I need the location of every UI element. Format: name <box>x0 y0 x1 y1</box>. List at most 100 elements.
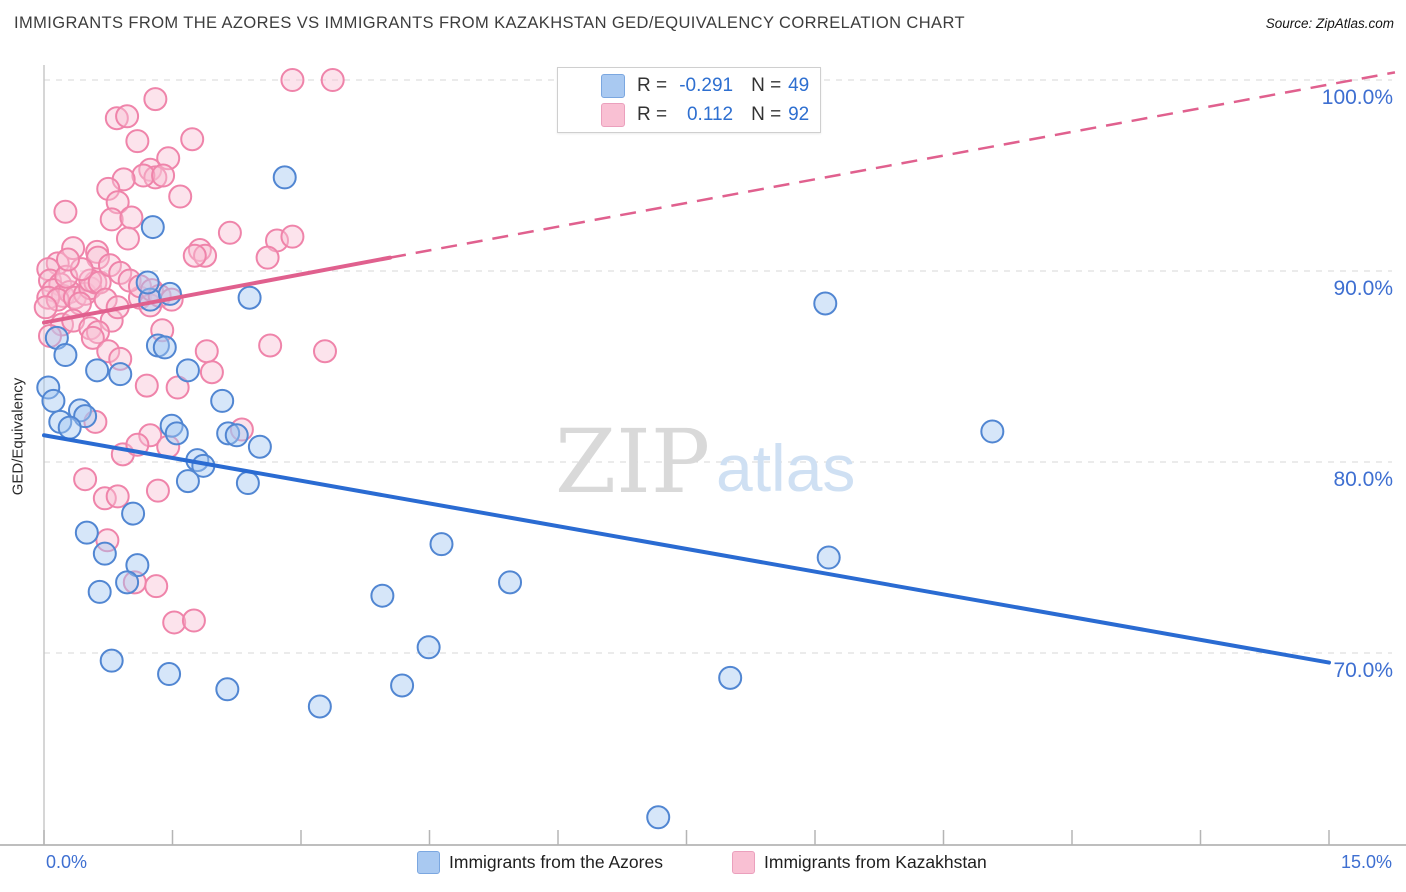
scatter-point-azores[interactable] <box>307 694 332 719</box>
azores-legend-swatch-icon <box>417 851 440 874</box>
scatter-point-kazakhstan[interactable] <box>180 127 205 152</box>
scatter-point-kazakhstan[interactable] <box>85 245 110 270</box>
kazakhstan-legend-swatch-icon <box>732 851 755 874</box>
scatter-point-kazakhstan[interactable] <box>134 373 159 398</box>
trend-line-kazakhstan <box>42 255 393 325</box>
scatter-point-kazakhstan[interactable] <box>96 339 121 364</box>
scatter-point-azores[interactable] <box>85 358 110 383</box>
scatter-point-azores[interactable] <box>816 545 841 570</box>
scatter-point-azores[interactable] <box>164 421 189 446</box>
scatter-point-kazakhstan[interactable] <box>55 247 80 272</box>
azores-swatch-icon <box>601 73 625 98</box>
scatter-point-kazakhstan[interactable] <box>115 226 140 251</box>
scatter-point-azores[interactable] <box>498 570 523 595</box>
scatter-point-azores[interactable] <box>57 415 82 440</box>
scatter-point-azores[interactable] <box>216 421 241 446</box>
scatter-point-kazakhstan[interactable] <box>73 467 98 492</box>
scatter-point-kazakhstan[interactable] <box>96 176 121 201</box>
scatter-point-azores[interactable] <box>36 375 61 400</box>
scatter-point-azores[interactable] <box>224 423 249 448</box>
scatter-point-azores[interactable] <box>41 388 66 413</box>
r-label: R = <box>637 103 668 125</box>
scatter-point-azores[interactable] <box>235 471 260 496</box>
scatter-point-azores[interactable] <box>140 215 165 240</box>
scatter-point-kazakhstan[interactable] <box>119 205 144 230</box>
x-axis-label-max: 15.0% <box>1340 852 1392 872</box>
scatter-point-kazakhstan[interactable] <box>280 68 305 92</box>
watermark-zip: ZIP <box>555 410 710 513</box>
scatter-point-azores[interactable] <box>99 648 124 673</box>
scatter-point-kazakhstan[interactable] <box>131 163 156 188</box>
scatter-point-azores[interactable] <box>247 434 272 459</box>
page-title: IMMIGRANTS FROM THE AZORES VS IMMIGRANTS… <box>14 14 965 32</box>
scatter-point-azores[interactable] <box>121 501 146 526</box>
scatter-point-azores[interactable] <box>87 579 112 604</box>
scatter-point-kazakhstan[interactable] <box>258 333 283 358</box>
scatter-point-azores[interactable] <box>175 469 200 494</box>
legend-label-kazakhstan: Immigrants from Kazakhstan <box>764 852 987 872</box>
scatter-point-kazakhstan[interactable] <box>69 257 94 282</box>
scatter-point-kazakhstan[interactable] <box>33 295 58 320</box>
y-tick-label-80: 80.0% <box>1333 468 1393 491</box>
scatter-point-kazakhstan[interactable] <box>312 339 337 364</box>
scatter-point-kazakhstan[interactable] <box>320 68 345 92</box>
scatter-point-kazakhstan[interactable] <box>255 245 280 270</box>
scatter-point-kazakhstan[interactable] <box>280 224 305 249</box>
scatter-point-kazakhstan[interactable] <box>143 87 168 112</box>
scatter-point-azores[interactable] <box>210 388 235 413</box>
scatter-point-azores[interactable] <box>53 343 78 368</box>
scatter-point-kazakhstan[interactable] <box>150 318 175 343</box>
scatter-point-kazakhstan[interactable] <box>182 243 207 268</box>
scatter-point-kazakhstan[interactable] <box>145 478 170 503</box>
scatter-point-kazakhstan[interactable] <box>80 325 105 350</box>
scatter-point-kazakhstan[interactable] <box>125 129 150 154</box>
scatter-point-azores[interactable] <box>237 285 262 310</box>
scatter-point-kazakhstan[interactable] <box>151 163 176 188</box>
scatter-point-azores[interactable] <box>74 520 99 545</box>
scatter-point-azores[interactable] <box>646 805 671 830</box>
y-tick-label-70: 70.0% <box>1333 659 1393 682</box>
scatter-point-azores[interactable] <box>980 419 1005 444</box>
scatter-point-kazakhstan[interactable] <box>144 574 169 599</box>
legend-item-kazakhstan: Immigrants from Kazakhstan <box>732 851 987 874</box>
x-axis-label-min: 0.0% <box>46 852 88 872</box>
scatter-point-azores[interactable] <box>370 583 395 608</box>
scatter-point-kazakhstan[interactable] <box>99 207 124 232</box>
scatter-point-kazakhstan[interactable] <box>61 236 86 261</box>
scatter-point-azores[interactable] <box>152 335 177 360</box>
scatter-point-kazakhstan[interactable] <box>168 184 193 209</box>
scatter-point-kazakhstan[interactable] <box>115 104 140 129</box>
r-label: R = <box>637 74 668 96</box>
scatter-point-azores[interactable] <box>813 291 838 316</box>
scatter-point-azores[interactable] <box>108 362 133 387</box>
scatter-point-azores[interactable] <box>718 665 743 690</box>
source-attribution: Source: ZipAtlas.com <box>1265 16 1394 31</box>
trend-line-azores <box>42 433 1331 665</box>
scatter-point-kazakhstan[interactable] <box>105 484 130 509</box>
scatter-point-kazakhstan[interactable] <box>162 610 187 635</box>
scatter-point-azores[interactable] <box>157 662 182 687</box>
n-label: N = <box>751 74 782 96</box>
scatter-point-azores[interactable] <box>175 358 200 383</box>
scatter-point-azores[interactable] <box>115 570 140 595</box>
scatter-point-kazakhstan[interactable] <box>217 220 242 245</box>
scatter-point-kazakhstan[interactable] <box>138 423 163 448</box>
n-label: N = <box>751 103 782 125</box>
scatter-point-azores[interactable] <box>272 165 297 190</box>
legend-label-azores: Immigrants from the Azores <box>449 852 663 872</box>
scatter-point-azores[interactable] <box>429 532 454 557</box>
scatter-point-kazakhstan[interactable] <box>108 260 133 285</box>
scatter-point-azores[interactable] <box>135 270 160 295</box>
scatter-point-kazakhstan[interactable] <box>36 285 61 310</box>
scatter-point-kazakhstan[interactable] <box>181 608 206 633</box>
scatter-point-azores[interactable] <box>215 677 240 702</box>
scatter-point-azores[interactable] <box>416 635 441 660</box>
scatter-point-azores[interactable] <box>390 673 415 698</box>
stats-row-azores: R = -0.291 N = 49 <box>558 73 820 98</box>
scatter-point-kazakhstan[interactable] <box>199 360 224 385</box>
scatter-point-kazakhstan[interactable] <box>53 199 78 224</box>
legend-item-azores: Immigrants from the Azores <box>417 851 663 874</box>
scatter-point-kazakhstan[interactable] <box>194 339 219 364</box>
scatter-point-azores[interactable] <box>92 541 117 566</box>
